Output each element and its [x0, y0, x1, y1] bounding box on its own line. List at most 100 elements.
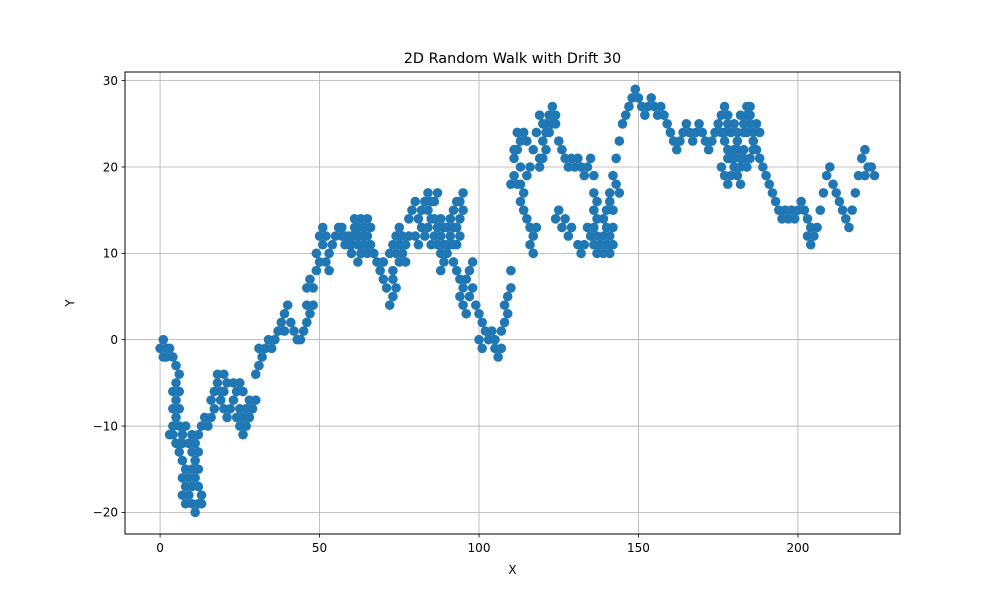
data-point [257, 352, 267, 362]
data-point [286, 317, 296, 328]
data-point [799, 205, 810, 215]
y-tick-label: 30 [103, 74, 118, 88]
data-point [327, 239, 338, 250]
data-point [840, 214, 851, 224]
data-point [378, 257, 389, 267]
data-point [506, 265, 516, 276]
data-point [439, 257, 449, 267]
data-point [611, 153, 621, 164]
data-point [219, 369, 229, 380]
data-point [171, 360, 181, 371]
data-point [410, 231, 421, 241]
data-point [375, 265, 385, 276]
data-point [324, 248, 334, 259]
data-point [295, 334, 306, 345]
data-point [764, 179, 775, 190]
data-point [455, 214, 465, 224]
data-point [435, 214, 446, 224]
data-point [538, 136, 548, 146]
data-point [384, 300, 395, 310]
data-point [254, 360, 264, 371]
data-point [158, 334, 169, 345]
data-point [493, 352, 503, 362]
data-point [477, 343, 488, 354]
data-point [244, 412, 255, 423]
data-point [805, 239, 816, 250]
data-point [719, 101, 730, 112]
y-tick-label: 0 [110, 333, 118, 347]
y-axis-label: Y [63, 299, 77, 308]
data-point [439, 239, 449, 250]
data-point [515, 162, 526, 172]
data-point [203, 421, 213, 431]
data-point [818, 188, 829, 198]
data-point [400, 239, 411, 250]
data-point [397, 248, 408, 259]
axis-ticks: 0 50 100 150 200 −20 −10 0 10 20 30 [93, 74, 810, 555]
data-point [745, 101, 755, 112]
data-point [423, 222, 433, 233]
data-point [308, 283, 318, 293]
data-point [174, 386, 185, 397]
data-point [509, 144, 519, 155]
data-point [550, 110, 561, 120]
data-point [687, 136, 698, 146]
data-point [837, 205, 848, 215]
data-point [174, 369, 185, 380]
data-point [748, 136, 759, 146]
data-point [467, 257, 478, 267]
data-point [547, 119, 558, 129]
y-tick-label: 10 [103, 247, 118, 261]
data-point [608, 239, 618, 250]
data-point [528, 231, 539, 241]
chart-title: 2D Random Walk with Drift 30 [404, 51, 621, 67]
y-tick-label: 20 [103, 160, 118, 174]
data-point [812, 222, 822, 233]
data-point [171, 378, 181, 388]
data-point [209, 403, 220, 414]
data-point [486, 326, 497, 336]
data-point [324, 265, 334, 276]
data-point [844, 222, 854, 233]
data-point [502, 308, 513, 319]
data-point [860, 170, 870, 181]
data-point [589, 205, 599, 215]
data-point [419, 196, 430, 207]
data-point [729, 119, 739, 129]
data-point [601, 205, 612, 215]
data-point [659, 110, 669, 120]
data-point [168, 429, 178, 440]
data-point [353, 231, 363, 241]
data-points [155, 84, 880, 518]
data-point [732, 144, 743, 155]
data-point [289, 326, 299, 336]
data-point [518, 188, 529, 198]
data-point [589, 170, 599, 181]
data-point [225, 403, 236, 414]
data-point [745, 153, 755, 164]
data-point [196, 490, 207, 500]
data-point [266, 343, 277, 354]
data-point [445, 231, 456, 241]
data-point [429, 196, 440, 207]
data-point [789, 214, 800, 224]
data-point [235, 378, 245, 388]
data-point [582, 162, 593, 172]
data-point [455, 231, 465, 241]
data-point [455, 291, 465, 302]
data-point [282, 300, 293, 310]
data-point [458, 205, 468, 215]
data-point [828, 179, 838, 190]
data-point [388, 274, 398, 285]
data-point [378, 274, 389, 285]
data-point [241, 421, 251, 431]
data-point [496, 343, 507, 354]
data-point [544, 127, 554, 138]
data-point [321, 231, 331, 241]
data-point [416, 205, 427, 215]
data-point [308, 300, 318, 310]
data-point [448, 257, 459, 267]
data-point [509, 153, 519, 164]
data-point [193, 464, 204, 475]
data-point [719, 127, 730, 138]
